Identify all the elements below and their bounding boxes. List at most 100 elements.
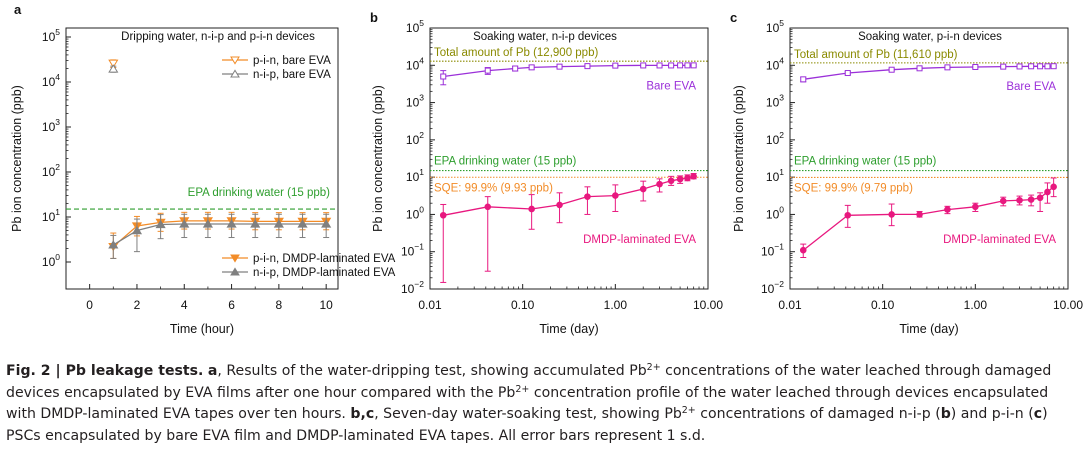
y-tick-exponent: 0 [779, 204, 784, 214]
y-tick-exponent: 1 [779, 167, 784, 177]
y-tick-exponent: 2 [779, 130, 784, 140]
y-tick-label: 102 [42, 162, 60, 179]
y-tick-base: 10 [401, 245, 415, 259]
data-point [844, 70, 851, 77]
series-n-i-p-bare-eva [108, 64, 119, 73]
data-point [639, 185, 647, 193]
y-tick-label: 101 [406, 167, 424, 184]
panel-letter: a [14, 2, 22, 17]
data-point [297, 219, 308, 228]
data-point [1037, 63, 1044, 70]
plot-frame [65, 27, 339, 290]
data-point [1044, 63, 1051, 70]
caption-text-5: concentrations of damaged n-i-p ( [695, 406, 941, 422]
series-dmdp-laminated-eva [799, 177, 1057, 258]
y-tick-label: 105 [42, 27, 60, 44]
data-point [1050, 183, 1057, 191]
data-point [1016, 63, 1023, 70]
y-tick-exponent: 5 [779, 18, 784, 28]
series-line [112, 220, 327, 248]
figure-2: a Dripping water, n-i-p and p-i-n devices… [10, 2, 1083, 336]
legend-item: n-i-p, bare EVA [222, 69, 331, 81]
data-point [556, 201, 563, 209]
y-tick-label: 10−1 [761, 242, 784, 259]
caption-panel-a: a [207, 363, 218, 379]
y-tick-base: 10 [401, 282, 415, 296]
caption-sup-1: 2+ [646, 362, 661, 373]
data-point [916, 211, 923, 218]
panel-a: a Dripping water, n-i-p and p-i-n devices… [10, 2, 396, 336]
x-tick-label: 4 [181, 298, 188, 312]
caption-text-1: , Results of the water-dripping test, sh… [217, 363, 647, 379]
legend-label: n-i-p, DMDP-laminated EVA [253, 267, 396, 279]
plot-frame [789, 27, 1069, 290]
y-tick-base: 10 [42, 210, 56, 224]
y-tick-base: 10 [766, 133, 780, 147]
caption-b-letter: b [940, 406, 951, 422]
y-tick-exponent: 4 [419, 55, 424, 65]
x-axis-label: Time (day) [899, 322, 958, 336]
series-p-i-n-dmdp-laminated-eva [108, 211, 332, 259]
y-tick-base: 10 [406, 170, 420, 184]
data-point [321, 219, 332, 228]
panel-letter: c [730, 10, 737, 25]
series-label: DMDP-laminated EVA [943, 234, 1056, 246]
x-tick-label: 10 [319, 298, 333, 312]
series-line [112, 223, 327, 246]
data-point [584, 193, 591, 200]
legend-label: p-i-n, bare EVA [253, 55, 331, 67]
y-tick-label: 103 [406, 93, 424, 110]
y-tick-base: 10 [406, 96, 420, 110]
legend-marker [230, 56, 240, 65]
caption-label: Fig. 2 | Pb leakage tests. [6, 363, 204, 379]
x-tick-label: 0.01 [418, 298, 442, 312]
y-tick-base: 10 [42, 30, 56, 44]
y-tick-exponent: 3 [419, 93, 424, 103]
y-tick-exponent: 5 [419, 18, 424, 28]
y-tick-exponent: −1 [774, 242, 784, 252]
y-tick-base: 10 [761, 245, 775, 259]
caption-c-letter: c [1033, 406, 1043, 422]
data-point [888, 66, 895, 73]
figure-caption: Fig. 2 | Pb leakage tests. a, Results of… [6, 361, 1082, 447]
panel-letter: b [370, 10, 378, 25]
y-tick-label: 102 [766, 130, 784, 147]
data-point [556, 63, 563, 70]
y-tick-label: 10−2 [761, 279, 784, 296]
x-tick-label: 1.00 [964, 298, 988, 312]
data-point [972, 63, 979, 70]
y-tick-label: 10−1 [401, 242, 424, 259]
series-p-i-n-bare-eva [108, 59, 119, 69]
data-point [528, 64, 535, 71]
series-label: DMDP-laminated EVA [583, 234, 696, 246]
series-dmdp-laminated-eva [439, 173, 697, 283]
y-tick-exponent: 5 [55, 27, 60, 37]
data-point [916, 65, 923, 72]
data-point [656, 62, 663, 69]
data-point [677, 62, 684, 69]
caption-panels-bc: b,c [350, 406, 375, 422]
data-point [1028, 63, 1035, 70]
data-point [684, 174, 691, 182]
data-point [179, 219, 190, 228]
y-tick-exponent: 0 [55, 252, 60, 262]
data-point [250, 219, 261, 228]
chart-title: Dripping water, n-i-p and p-i-n devices [121, 31, 315, 43]
x-tick-label: 1.00 [604, 298, 628, 312]
y-tick-exponent: 1 [55, 207, 60, 217]
data-point [1050, 63, 1057, 70]
data-point [676, 175, 684, 183]
data-point [1000, 63, 1007, 70]
data-point [612, 192, 619, 199]
y-tick-exponent: 3 [55, 117, 60, 127]
caption-sup-3: 2+ [681, 405, 696, 416]
caption-text-7: ) PSCs encapsulated by bare EVA film and… [6, 406, 1048, 444]
series-bare-eva [440, 62, 697, 86]
legend-item: p-i-n, bare EVA [222, 55, 331, 67]
caption-text-6: ) and p-i-n ( [950, 406, 1034, 422]
legend-label: p-i-n, DMDP-laminated EVA [253, 253, 396, 265]
legend-marker [230, 254, 240, 263]
data-point [690, 62, 697, 69]
legend-marker [230, 69, 240, 78]
